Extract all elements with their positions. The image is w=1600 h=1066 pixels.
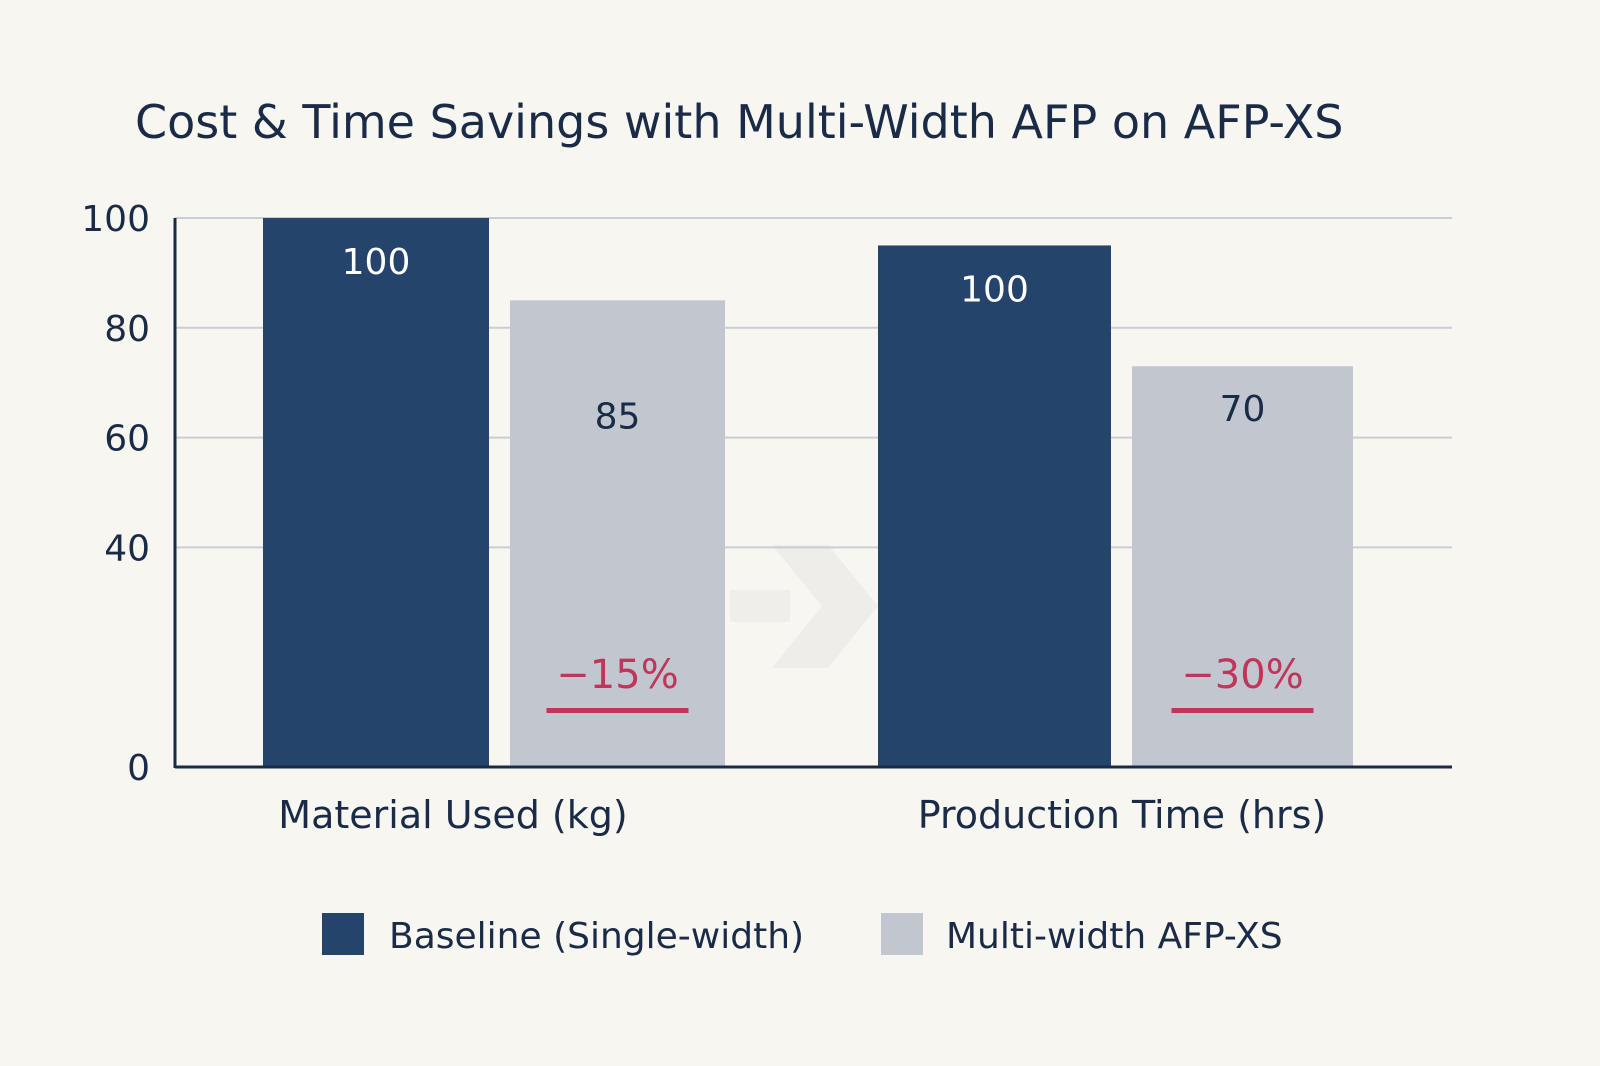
decoration-layer [730, 545, 878, 668]
chart-title: Cost & Time Savings with Multi-Width AFP… [135, 95, 1343, 149]
legend-label-0: Baseline (Single-width) [389, 916, 804, 957]
legend: Baseline (Single-width) Multi-width AFP-X… [322, 913, 1283, 957]
y-tick-label-0: 0 [127, 748, 150, 789]
bar-multi-width-cat0 [510, 300, 725, 767]
y-tick-label-80: 80 [104, 309, 150, 350]
category-label-0: Material Used (kg) [278, 793, 627, 837]
bar-baseline-cat0 [263, 218, 489, 767]
legend-swatch-1 [881, 913, 923, 955]
reduction-underline-1 [1171, 708, 1314, 713]
bars [263, 218, 1353, 767]
reduction-underline-0 [546, 708, 689, 713]
reduction-annotation-0: −15% [556, 652, 678, 698]
bar-multi-width-cat1 [1132, 366, 1353, 767]
reduction-annotation-1: −30% [1181, 652, 1303, 698]
axes [173, 218, 1452, 769]
data-label-baseline-cat1: 100 [960, 269, 1029, 310]
arrow-head-decoration [772, 545, 878, 668]
legend-swatch-0 [322, 913, 364, 955]
arrow-shaft-decoration [730, 590, 790, 622]
data-labels: 100 100 85 70 [342, 242, 1266, 437]
data-label-multi-width-cat1: 70 [1220, 389, 1266, 430]
bar-baseline-cat1 [878, 245, 1111, 767]
y-tick-label-60: 60 [104, 419, 150, 460]
category-labels: Material Used (kg) Production Time (hrs) [278, 793, 1326, 837]
data-label-multi-width-cat0: 85 [595, 396, 641, 437]
y-tick-labels: 0 40 60 80 100 [81, 199, 150, 789]
legend-label-1: Multi-width AFP-XS [946, 916, 1283, 957]
data-label-baseline-cat0: 100 [342, 242, 411, 283]
y-tick-label-40: 40 [104, 528, 150, 569]
annotations: −15% −30% [546, 652, 1314, 713]
category-label-1: Production Time (hrs) [918, 793, 1326, 837]
y-tick-label-100: 100 [81, 199, 150, 240]
